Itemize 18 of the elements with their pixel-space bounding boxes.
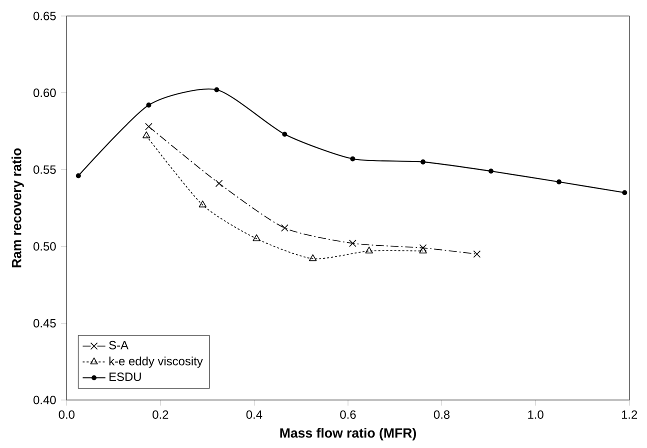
legend-label: ESDU xyxy=(110,372,141,382)
x-tick-label: 0.2 xyxy=(152,410,168,419)
y-tick-label: 0.40 xyxy=(33,396,56,404)
x-tick-label: 0.6 xyxy=(340,410,356,419)
y-tick-label: 0.50 xyxy=(33,242,56,251)
y-axis-title: Ram recovery ratio xyxy=(12,148,24,268)
x-axis-title: Mass flow ratio (MFR) xyxy=(280,428,416,440)
x-tick-label: 1.0 xyxy=(528,410,544,419)
x-tick-label: 0.8 xyxy=(434,410,450,419)
legend-label: S-A xyxy=(109,340,128,350)
x-tick-label: 0.0 xyxy=(58,410,75,419)
x-tick-label: 1.2 xyxy=(622,410,638,419)
y-tick-label: 0.55 xyxy=(33,165,56,174)
y-tick-label: 0.45 xyxy=(33,318,56,328)
legend-label: k-e eddy viscosity xyxy=(109,356,203,368)
x-tick-label: 0.4 xyxy=(246,410,262,419)
y-tick-label: 0.60 xyxy=(33,88,56,98)
y-tick-label: 0.65 xyxy=(33,12,56,20)
